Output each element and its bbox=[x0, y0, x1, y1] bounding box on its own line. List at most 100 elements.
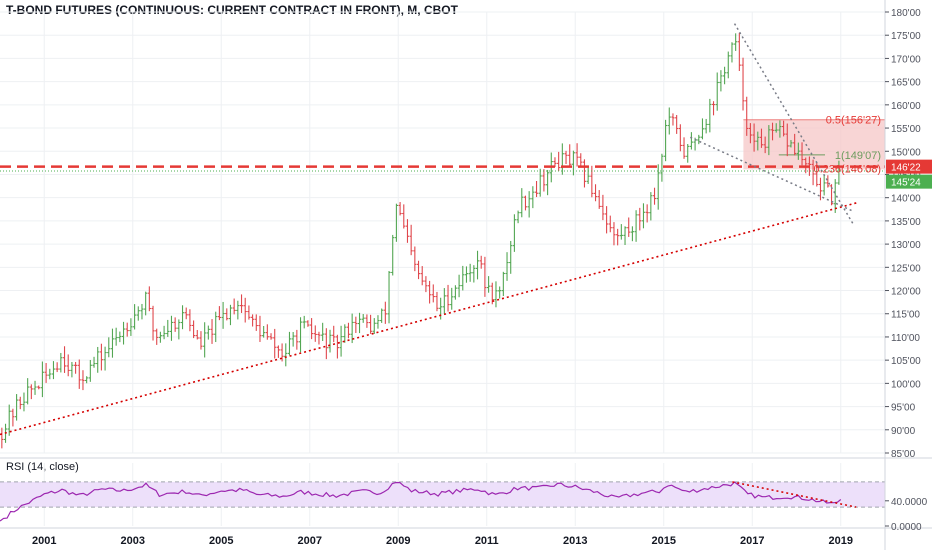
ohlc-bar bbox=[734, 33, 738, 51]
ohlc-bar bbox=[785, 123, 789, 157]
ohlc-bar bbox=[191, 320, 196, 339]
ohlc-bar bbox=[427, 280, 432, 304]
wedge-upper-line bbox=[733, 23, 855, 226]
ohlc-bar bbox=[486, 276, 491, 293]
price-tick-label: 170'00 bbox=[891, 54, 921, 65]
ohlc-bar bbox=[745, 96, 749, 136]
ohlc-bar bbox=[756, 131, 760, 151]
price-tick-label: 165'00 bbox=[891, 78, 921, 89]
time-tick-label: 2003 bbox=[121, 535, 145, 547]
fib-labels: 0.5(156'27) 1(149'07) 0.236(146'08) bbox=[813, 115, 881, 176]
ohlc-bar bbox=[420, 266, 424, 286]
ohlc-bar bbox=[597, 190, 601, 209]
ohlc-bar bbox=[652, 187, 657, 205]
ohlc-bar bbox=[51, 361, 56, 380]
ohlc-bar bbox=[704, 118, 708, 134]
ohlc-bar bbox=[287, 331, 292, 356]
ohlc-bar bbox=[33, 380, 37, 395]
ohlc-bar bbox=[228, 304, 233, 326]
ohlc-bar bbox=[269, 333, 273, 340]
rsi-line bbox=[0, 481, 842, 522]
ohlc-bar bbox=[649, 192, 653, 221]
ohlc-bar bbox=[431, 284, 435, 303]
rsi-tick-label: 40.0000 bbox=[891, 497, 928, 508]
ohlc-bar bbox=[450, 287, 454, 310]
ohlc-bar bbox=[416, 260, 421, 280]
ohlc-bar bbox=[719, 70, 723, 92]
ohlc-bar bbox=[147, 286, 151, 312]
ohlc-bar bbox=[612, 222, 616, 246]
ohlc-bar bbox=[254, 314, 258, 331]
ohlc-bar bbox=[770, 122, 775, 141]
ohlc-bar bbox=[398, 202, 402, 216]
ohlc-bar bbox=[346, 322, 351, 339]
price-tag-box bbox=[886, 159, 932, 174]
ohlc-bar bbox=[686, 143, 690, 163]
ohlc-bar bbox=[568, 144, 572, 168]
ohlc-bar bbox=[557, 151, 561, 171]
ohlc-bar bbox=[321, 322, 325, 341]
price-tick-label: 180'00 bbox=[891, 8, 921, 19]
ohlc-bar bbox=[464, 266, 469, 283]
ohlc-bar bbox=[309, 318, 314, 340]
ohlc-bar bbox=[180, 305, 185, 330]
ohlc-bar bbox=[298, 317, 303, 353]
price-tick-label: 140'00 bbox=[891, 194, 921, 205]
ohlc-bar bbox=[295, 329, 299, 350]
price-tick-label: 120'00 bbox=[891, 287, 921, 298]
ohlc-bar bbox=[501, 271, 505, 297]
ohlc-bar bbox=[811, 159, 815, 186]
price-tick-label: 125'00 bbox=[891, 263, 921, 274]
ohlc-bar bbox=[339, 325, 343, 357]
ohlc-bar bbox=[641, 203, 646, 229]
ohlc-bar bbox=[586, 166, 590, 184]
ohlc-bar bbox=[656, 164, 660, 210]
drawing-lines[interactable] bbox=[0, 23, 885, 436]
ohlc-bar bbox=[763, 136, 767, 154]
ohlc-bar bbox=[44, 363, 48, 383]
support-trendline bbox=[0, 201, 859, 436]
ohlc-bar bbox=[523, 195, 528, 211]
ohlc-bar bbox=[73, 361, 78, 374]
ohlc-bar bbox=[542, 169, 546, 192]
ohlc-bar bbox=[343, 324, 347, 343]
ohlc-bar bbox=[675, 115, 679, 134]
time-tick-label: 2001 bbox=[32, 535, 56, 547]
ohlc-bar bbox=[774, 123, 778, 133]
ohlc-bar bbox=[59, 352, 63, 373]
ohlc-bar bbox=[121, 321, 126, 345]
rsi-pane[interactable] bbox=[0, 457, 932, 522]
ohlc-bar bbox=[158, 331, 163, 343]
ohlc-bar bbox=[29, 384, 33, 400]
ohlc-bar bbox=[383, 301, 387, 324]
ohlc-bar bbox=[822, 174, 826, 196]
ohlc-bar bbox=[195, 330, 199, 340]
time-tick-label: 2011 bbox=[475, 535, 499, 547]
ohlc-bar bbox=[667, 107, 671, 135]
fib-zone-layer bbox=[743, 119, 885, 170]
ohlc-bar bbox=[199, 331, 203, 350]
ohlc-bar bbox=[446, 284, 450, 312]
ohlc-bar bbox=[645, 204, 649, 223]
ohlc-bar bbox=[560, 143, 564, 175]
ohlc-bar bbox=[151, 305, 155, 341]
price-tag-label: 146'22 bbox=[891, 163, 921, 174]
ohlc-bar bbox=[608, 215, 612, 233]
rsi-indicator-label[interactable]: RSI (14, close) bbox=[6, 461, 79, 473]
ohlc-bar bbox=[132, 304, 137, 330]
ohlc-bar bbox=[793, 133, 797, 156]
ohlc-bar bbox=[483, 256, 487, 297]
rsi-band bbox=[0, 481, 885, 508]
ohlc-bar bbox=[258, 315, 262, 342]
ohlc-bar bbox=[818, 177, 823, 201]
ohlc-bar bbox=[276, 345, 281, 358]
price-tick-label: 100'00 bbox=[891, 379, 921, 390]
ohlc-bar bbox=[26, 378, 30, 405]
ohlc-bar bbox=[92, 356, 96, 368]
ohlc-bar bbox=[313, 325, 317, 342]
ohlc-bar bbox=[512, 214, 517, 252]
price-tick-label: 175'00 bbox=[891, 31, 921, 42]
ohlc-bar bbox=[741, 57, 745, 111]
ohlc-bar bbox=[302, 315, 306, 329]
